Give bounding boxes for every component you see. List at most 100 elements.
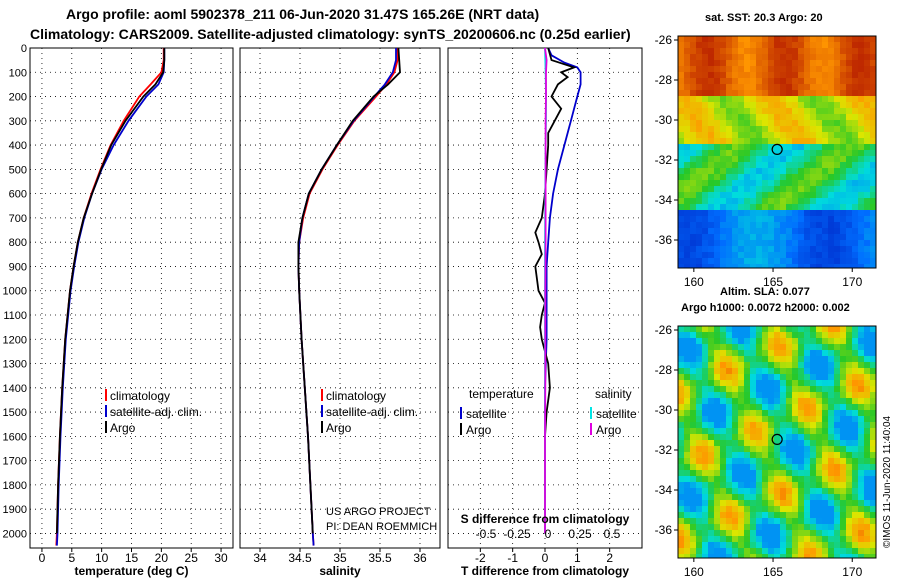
map-cell — [750, 362, 757, 369]
map-cell — [858, 198, 865, 205]
map-cell — [852, 518, 859, 525]
map-cell — [816, 198, 823, 205]
map-cell — [828, 362, 835, 369]
map-cell — [804, 326, 811, 333]
map-cell — [696, 180, 703, 187]
legend-heading-salinity: salinity — [595, 387, 632, 401]
map-cell — [720, 132, 727, 139]
map-cell — [678, 386, 685, 393]
map-cell — [762, 494, 769, 501]
map-cell — [816, 162, 823, 169]
map-cell — [720, 548, 727, 555]
map-cell — [792, 150, 799, 157]
map-cell — [852, 180, 859, 187]
map-cell — [822, 512, 829, 519]
map-cell — [846, 524, 853, 531]
map-cell — [828, 108, 835, 115]
map-cell — [696, 392, 703, 399]
map-cell — [684, 180, 691, 187]
map-cell — [780, 228, 787, 235]
map-cell — [768, 72, 775, 79]
map-cell — [756, 548, 763, 555]
map-cell — [834, 162, 841, 169]
map-cell — [738, 210, 745, 217]
map-cell — [858, 264, 865, 269]
map-cell — [732, 530, 739, 537]
map-cell — [828, 464, 835, 471]
map-cell — [852, 66, 859, 73]
map-cell — [822, 464, 829, 471]
map-cell — [708, 132, 715, 139]
map-cell — [768, 42, 775, 49]
map-cell — [726, 500, 733, 507]
map-cell — [684, 422, 691, 429]
map-cell — [720, 404, 727, 411]
map-cell — [696, 530, 703, 537]
map-cell — [750, 120, 757, 127]
map-cell — [816, 446, 823, 453]
map-cell — [678, 168, 685, 175]
map-cell — [864, 180, 871, 187]
map-cell — [846, 464, 853, 471]
map-cell — [750, 542, 757, 549]
map-cell — [810, 114, 817, 121]
map-cell — [762, 126, 769, 133]
map-cell — [810, 464, 817, 471]
map-cell — [690, 150, 697, 157]
map-cell — [684, 36, 691, 43]
map-cell — [756, 524, 763, 531]
map-cell — [702, 368, 709, 375]
map-cell — [786, 90, 793, 97]
map-cell — [792, 506, 799, 513]
map-cell — [834, 464, 841, 471]
map-cell — [762, 186, 769, 193]
map-cell — [744, 416, 751, 423]
map-cell — [840, 410, 847, 417]
map-cell — [768, 512, 775, 519]
map-cell — [834, 156, 841, 163]
map-cell — [708, 186, 715, 193]
map-cell — [720, 386, 727, 393]
map-cell — [828, 488, 835, 495]
map-cell — [846, 168, 853, 175]
map-cell — [846, 356, 853, 363]
map-cell — [834, 252, 841, 259]
map-cell — [822, 114, 829, 121]
map-cell — [792, 362, 799, 369]
map-cell — [804, 470, 811, 477]
map-cell — [810, 536, 817, 543]
map-cell — [756, 530, 763, 537]
map-cell — [864, 494, 871, 501]
legend-label: Argo — [466, 423, 492, 437]
map-cell — [690, 162, 697, 169]
map-cell — [822, 350, 829, 357]
map-cell — [732, 464, 739, 471]
map-cell — [792, 422, 799, 429]
map-cell — [714, 240, 721, 247]
map-cell — [834, 434, 841, 441]
map-cell — [858, 404, 865, 411]
map-cell — [804, 102, 811, 109]
map-cell — [834, 524, 841, 531]
map-cell — [780, 186, 787, 193]
map-cell — [804, 338, 811, 345]
map-cell — [762, 338, 769, 345]
map-cell — [798, 48, 805, 55]
map-cell — [678, 512, 685, 519]
map-cell — [774, 356, 781, 363]
map-cell — [714, 198, 721, 205]
map-cell — [864, 548, 871, 555]
map-cell — [756, 246, 763, 253]
map-cell — [750, 476, 757, 483]
map-cell — [822, 488, 829, 495]
map-cell — [840, 102, 847, 109]
map-cell — [720, 446, 727, 453]
map-cell — [732, 362, 739, 369]
map-cell — [738, 380, 745, 387]
map-cell — [738, 344, 745, 351]
map-cell — [786, 416, 793, 423]
map-cell — [744, 186, 751, 193]
map-cell — [870, 264, 877, 269]
map-cell — [834, 554, 841, 559]
map-cell — [834, 386, 841, 393]
